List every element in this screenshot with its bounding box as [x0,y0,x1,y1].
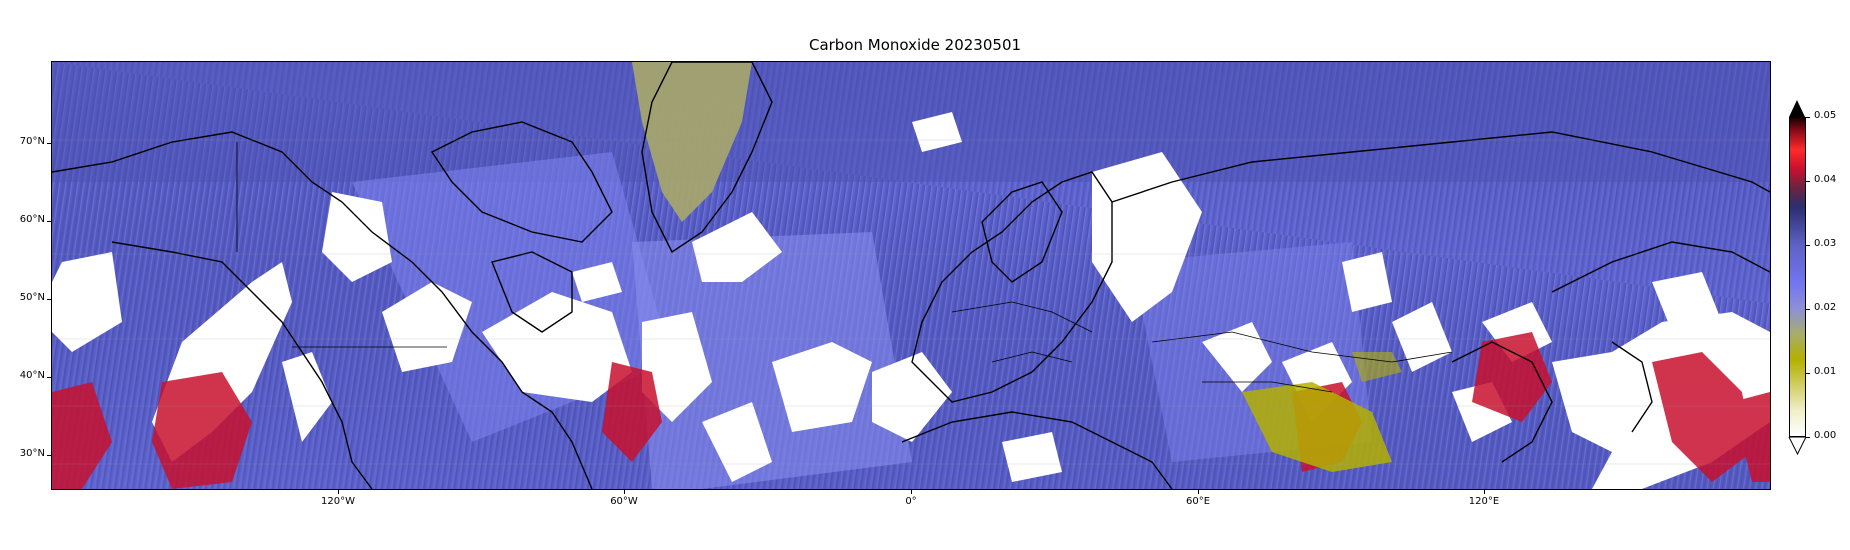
colorbar-tick-mark [1806,373,1810,374]
coastlines [52,62,1770,489]
lat-tick-label: 50°N [19,292,45,303]
lat-tick-label: 30°N [19,448,45,459]
colorbar-tick-label: 0.01 [1814,366,1837,377]
lon-tick-label: 60°E [1185,496,1211,507]
lon-tick-mark [624,490,625,494]
borders [236,142,1453,393]
arctic-band [52,62,1770,182]
lon-tick-label: 120°W [321,496,355,507]
map-panel [51,61,1771,490]
cloud-gaps [52,112,1770,489]
colorbar-tick-mark [1806,245,1810,246]
lat-tick-label: 60°N [19,214,45,225]
tibet-low-co [1242,382,1392,472]
lat-tick-mark [47,221,51,222]
lon-tick-mark [1484,490,1485,494]
co-field-map [52,62,1770,489]
lon-tick-mark [338,490,339,494]
lon-tick-mark [911,490,912,494]
colorbar-tick-mark [1806,181,1810,182]
colorbar-tick-label: 0.03 [1814,238,1837,249]
colorbar-tick-mark [1806,309,1810,310]
colorbar-tick-label: 0.04 [1814,174,1837,185]
colorbar-tick-mark [1806,437,1810,438]
lat-tick-mark [47,455,51,456]
gridlines [52,139,1770,465]
lat-tick-label: 40°N [19,370,45,381]
lat-tick-mark [47,299,51,300]
colorbar-extend-max [1789,100,1805,117]
colorbar-tick-label: 0.00 [1814,430,1837,441]
lon-tick-label: 60°W [610,496,638,507]
lat-tick-mark [47,143,51,144]
colorbar-tick-label: 0.02 [1814,302,1837,313]
colorbar-tick-label: 0.05 [1814,110,1837,121]
mongolia-low-co [1352,352,1402,382]
lat-tick-mark [47,377,51,378]
lon-tick-mark [1198,490,1199,494]
greenland-low-co [632,62,752,222]
map-title: Carbon Monoxide 20230501 [808,36,1022,54]
lat-tick-label: 70°N [19,136,45,147]
colorbar-extend-min [1788,437,1807,455]
atlantic-swath [632,232,912,489]
colorbar [1789,117,1806,437]
lon-tick-label: 120°E [1468,496,1500,507]
lon-tick-label: 0° [905,496,917,507]
colorbar-tick-mark [1806,117,1810,118]
